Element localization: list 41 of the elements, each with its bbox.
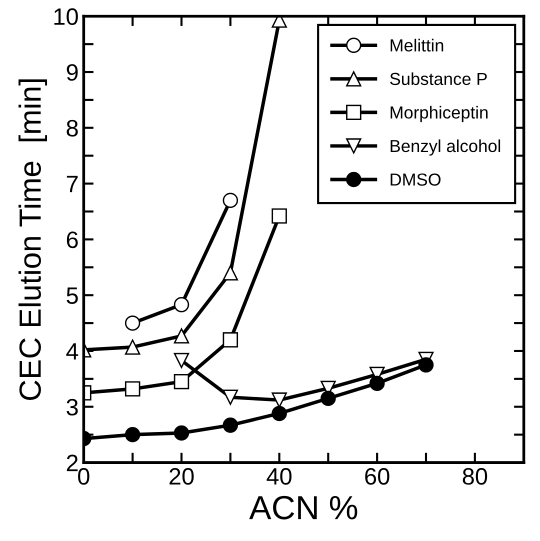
point (174, 425, 190, 441)
point (222, 265, 238, 281)
x-tick-label: 80 (462, 468, 488, 485)
y-tick-label: 6 (66, 231, 78, 248)
point (174, 352, 190, 368)
point (222, 332, 238, 348)
point (320, 390, 336, 406)
point (124, 339, 140, 355)
y-tick-label: 3 (66, 398, 78, 416)
point (222, 192, 238, 208)
y-tick-label: 2 (66, 454, 78, 472)
y-tick-label: 7 (66, 176, 78, 192)
point (174, 374, 190, 390)
point (174, 297, 190, 312)
y-tick-label: 10 (54, 8, 78, 26)
point (174, 328, 190, 344)
x-tick-label: 20 (170, 468, 194, 485)
legend-label: Morphiceptin (390, 106, 488, 122)
point (124, 315, 140, 331)
point (272, 406, 287, 422)
point (418, 357, 434, 373)
point (272, 208, 287, 224)
point (222, 390, 238, 405)
y-tick-label: 4 (66, 343, 78, 360)
point (222, 418, 238, 433)
point (369, 376, 385, 391)
legend-label: Melittin (390, 38, 444, 52)
point (124, 427, 140, 442)
legend-label: DMSO (390, 173, 441, 186)
point (272, 392, 287, 408)
x-tick-label: 0 (78, 468, 90, 485)
y-axis-title: CEC Elution Time [min] (18, 79, 48, 400)
legend-label: Benzyl alcohol (390, 139, 500, 156)
y-tick-label: 8 (66, 120, 78, 137)
x-tick-label: 60 (365, 468, 390, 485)
y-tick-label: 9 (66, 64, 78, 81)
x-axis-title: ACN % (249, 496, 358, 520)
x-tick-label: 40 (266, 468, 292, 485)
point (124, 381, 140, 397)
legend-label: Substance P (390, 72, 487, 86)
y-tick-label: 5 (66, 287, 78, 304)
